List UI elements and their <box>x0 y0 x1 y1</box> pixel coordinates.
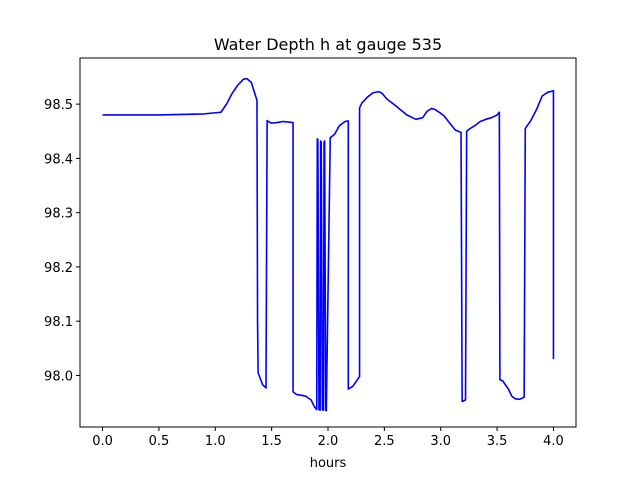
x-axis: 0.0 0.5 1.0 1.5 2.0 2.5 3.0 3.5 4.0 <box>92 427 564 449</box>
y-tick-label: 98.0 <box>44 369 73 384</box>
x-tick-label: 3.0 <box>430 434 451 449</box>
y-tick-label: 98.4 <box>44 152 73 167</box>
series-line-0 <box>102 77 555 412</box>
x-axis-label: hours <box>310 456 347 471</box>
series-layer <box>102 77 555 412</box>
x-tick-label: 1.0 <box>205 434 226 449</box>
y-tick-label: 98.2 <box>44 261 73 276</box>
x-tick-label: 2.0 <box>318 434 339 449</box>
y-tick-label: 98.5 <box>44 98 73 113</box>
plot-area <box>79 57 577 428</box>
x-tick-label: 2.5 <box>374 434 395 449</box>
x-tick-label: 3.5 <box>487 434 508 449</box>
x-tick-label: 4.0 <box>543 434 564 449</box>
x-tick-label: 1.5 <box>261 434 282 449</box>
y-tick-label: 98.3 <box>44 207 73 222</box>
y-tick-label: 98.1 <box>44 315 73 330</box>
chart-title: Water Depth h at gauge 535 <box>214 35 442 54</box>
y-axis: 98.0 98.1 98.2 98.3 98.4 98.5 <box>44 98 80 384</box>
x-tick-label: 0.5 <box>149 434 170 449</box>
x-tick-label: 0.0 <box>92 434 113 449</box>
